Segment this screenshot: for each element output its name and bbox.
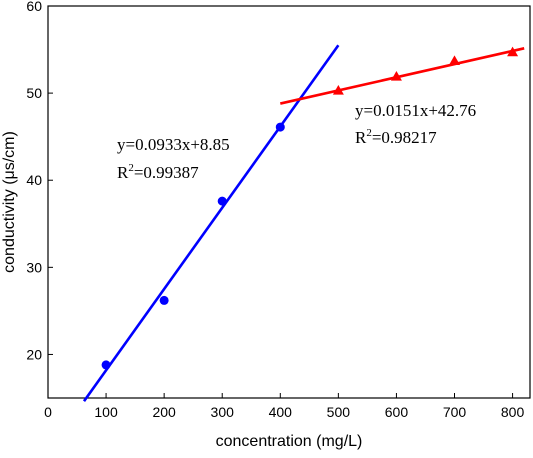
x-tick-label: 400 — [269, 404, 293, 420]
data-point-triangle — [507, 46, 519, 57]
x-tick-label: 700 — [443, 404, 467, 420]
data-markers — [101, 46, 519, 370]
blue-fit-r2: R2=0.99387 — [117, 162, 199, 182]
x-tick-label: 500 — [327, 404, 351, 420]
x-tick-label: 300 — [211, 404, 235, 420]
fit-lines — [82, 44, 525, 402]
y-axis-title: conductivity (μs/cm) — [1, 131, 18, 273]
y-tick-label: 30 — [26, 259, 42, 275]
x-tick-label: 600 — [385, 404, 409, 420]
x-tick-label: 0 — [44, 404, 52, 420]
data-point-triangle — [390, 71, 402, 81]
data-point-circle — [159, 295, 169, 305]
plot-frame — [47, 5, 531, 399]
fit-line-series-0 — [82, 44, 340, 402]
data-point-circle — [275, 122, 285, 132]
x-tick-label: 200 — [152, 404, 176, 420]
x-tick-label: 800 — [501, 404, 525, 420]
data-point-circle — [101, 360, 111, 370]
y-tick-label: 40 — [26, 172, 42, 188]
blue-fit-equation: y=0.0933x+8.85 — [117, 135, 230, 154]
axis-ticks: 0 100 200 300 400 500 600 700 800 20 30 40 50 60 — [26, 0, 524, 420]
fit-line-series-1 — [280, 47, 525, 105]
x-axis-title: concentration (mg/L) — [216, 433, 363, 450]
red-fit-r2: R2=0.98217 — [355, 127, 437, 147]
y-tick-label: 50 — [26, 85, 42, 101]
data-point-circle — [217, 196, 227, 206]
data-point-triangle — [332, 84, 344, 95]
y-tick-label: 60 — [26, 0, 42, 14]
red-fit-equation: y=0.0151x+42.76 — [355, 101, 476, 120]
data-point-triangle — [449, 55, 461, 66]
x-tick-label: 100 — [94, 404, 118, 420]
y-tick-label: 20 — [26, 346, 42, 362]
